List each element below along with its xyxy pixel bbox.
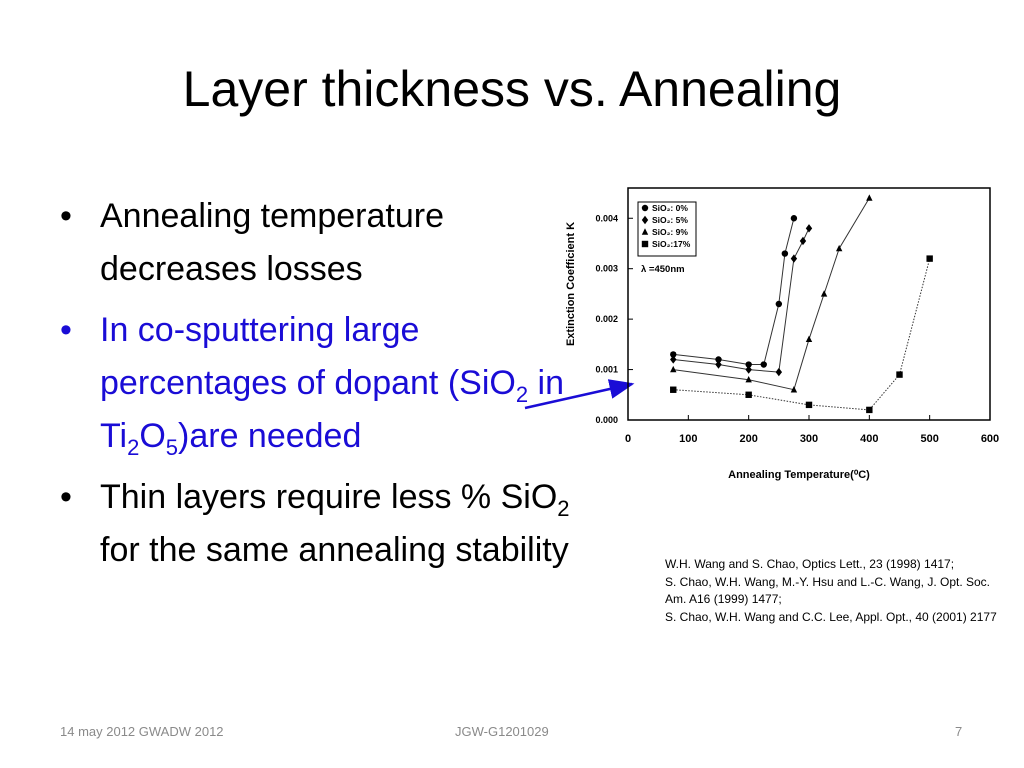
data-point <box>670 351 677 358</box>
data-point <box>670 386 677 393</box>
legend-marker <box>641 215 649 225</box>
x-tick-label: 400 <box>860 433 878 445</box>
data-point <box>775 300 783 308</box>
reference-2: S. Chao, W.H. Wang, M.-Y. Hsu and L.-C. … <box>665 574 991 607</box>
data-point <box>866 406 873 414</box>
legend-label: SiO₂: 5% <box>652 215 688 225</box>
series-line-4 <box>673 258 931 411</box>
y-tick-label: 0.002 <box>595 314 618 324</box>
bullet-glyph: • <box>60 478 72 516</box>
references: W.H. Wang and S. Chao, Optics Lett., 23 … <box>665 556 1005 626</box>
data-point <box>775 367 783 377</box>
data-point <box>790 215 798 222</box>
data-point <box>745 391 752 398</box>
footer-date: 14 may 2012 GWADW 2012 <box>60 724 224 739</box>
bullet-item-1: • Annealing temperature decreases losses <box>60 190 580 296</box>
legend-marker <box>641 228 649 235</box>
x-tick-label: 0 <box>625 433 631 445</box>
data-point <box>805 224 813 233</box>
bullet-list: • Annealing temperature decreases losses… <box>60 190 580 585</box>
data-point <box>790 386 798 393</box>
legend-marker <box>641 240 649 248</box>
data-point <box>745 361 752 368</box>
data-point <box>896 371 903 378</box>
y-tick-label: 0.000 <box>595 415 618 425</box>
legend-marker <box>641 204 649 212</box>
legend-label: SiO₂:17% <box>652 239 691 249</box>
footer-doc-id: JGW-G1201029 <box>455 724 549 739</box>
legend-label: SiO₂: 0% <box>652 203 688 213</box>
extinction-chart: 0 100 200 300 400 500 600 0.000 0.001 0.002 0.003 0… <box>565 187 999 481</box>
data-point <box>781 250 789 257</box>
data-point <box>760 361 767 368</box>
bullet-text-3: Thin layers require less % SiO2 for the … <box>100 478 570 569</box>
y-tick-label: 0.001 <box>595 365 618 375</box>
y-tick-label: 0.003 <box>595 264 618 274</box>
y-tick-label: 0.004 <box>595 213 618 223</box>
x-tick-label: 600 <box>981 433 999 445</box>
legend-note: λ =450nm <box>641 264 685 275</box>
data-point <box>670 365 677 373</box>
data-point <box>820 290 828 297</box>
reference-1: W.H. Wang and S. Chao, Optics Lett., 23 … <box>665 557 955 571</box>
data-point <box>799 236 807 246</box>
x-axis-label: Annealing Temperature(⁰C) <box>728 469 870 481</box>
data-point <box>926 255 933 262</box>
bullet-item-2: • In co-sputtering large percentages of … <box>60 304 580 463</box>
y-axis-label: Extinction Coefficient K <box>565 222 577 346</box>
data-point <box>790 254 798 263</box>
data-point <box>670 355 677 364</box>
data-point <box>805 335 813 343</box>
data-point <box>715 356 722 363</box>
x-tick-label: 100 <box>679 433 697 445</box>
series-line-3 <box>673 197 870 391</box>
bullet-glyph: • <box>60 197 72 235</box>
bullet-glyph: • <box>60 311 72 349</box>
bullet-text-1: Annealing temperature decreases losses <box>100 197 445 288</box>
bullet-text-2: In co-sputtering large percentages of do… <box>100 311 564 460</box>
data-point <box>835 244 843 252</box>
data-point <box>715 360 722 369</box>
data-point <box>745 375 752 383</box>
slide-title: Layer thickness vs. Annealing <box>182 61 842 117</box>
bullet-item-3: • Thin layers require less % SiO2 for th… <box>60 471 580 577</box>
data-point <box>866 194 873 201</box>
data-point <box>805 401 813 409</box>
legend-label: SiO₂: 9% <box>652 227 688 237</box>
x-tick-label: 500 <box>920 433 938 445</box>
reference-3: S. Chao, W.H. Wang and C.C. Lee, Appl. O… <box>665 609 997 624</box>
footer-page-number: 7 <box>955 724 963 739</box>
x-tick-label: 200 <box>739 433 757 445</box>
x-tick-label: 300 <box>800 433 818 445</box>
